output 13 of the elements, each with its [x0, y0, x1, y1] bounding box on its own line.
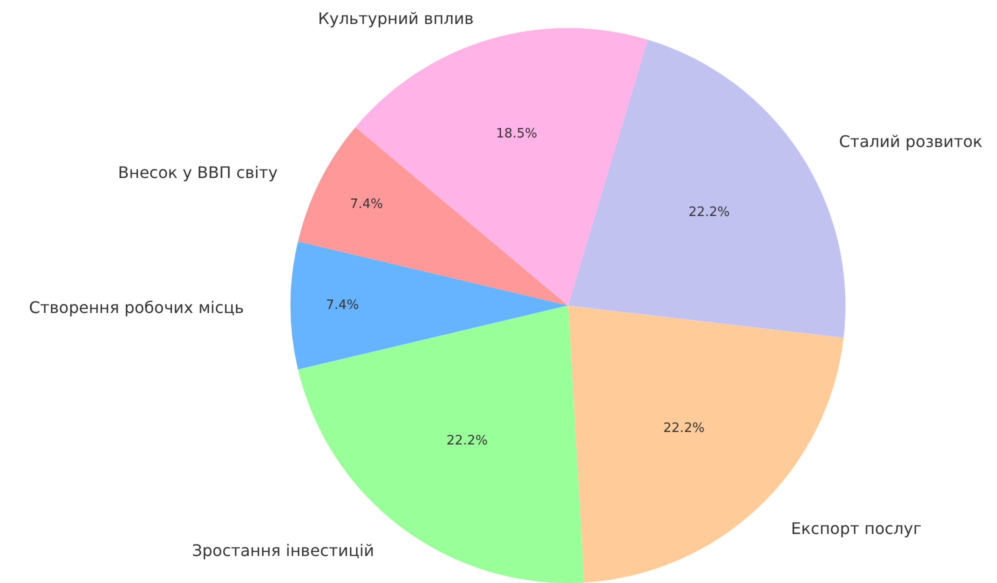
slice-label: Культурний вплив: [318, 9, 474, 28]
slice-label: Зростання інвестицій: [192, 541, 374, 560]
slice-label: Створення робочих місць: [29, 298, 244, 317]
pie-slice: [290, 242, 568, 370]
data-label: 22.2%: [446, 433, 488, 448]
data-label: 18.5%: [496, 126, 538, 142]
data-label: 7.4%: [326, 298, 360, 313]
slice-label: Внесок у ВВП світу: [118, 163, 278, 182]
slice-label: Сталий розвиток: [839, 132, 983, 151]
data-label: 22.2%: [688, 205, 730, 220]
data-label: 7.4%: [350, 196, 384, 212]
data-label: 22.2%: [663, 420, 705, 436]
slice-label: Експорт послуг: [791, 519, 922, 538]
